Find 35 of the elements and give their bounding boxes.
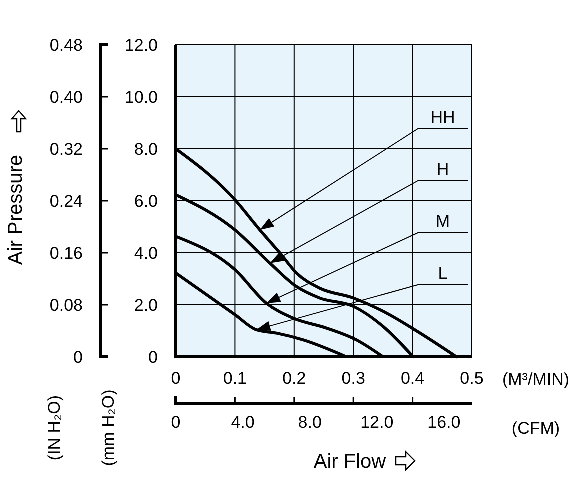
x2-tick-label: 12.0 [360,413,394,432]
y-axis-title: (mm H₂O) [99,390,118,466]
x-tick-label: 0.1 [223,369,248,388]
y2-tick-label: 0.16 [50,244,83,263]
x-tick-label: 0.4 [400,369,425,388]
y-tick-label: 6.0 [134,192,158,211]
y2-tick-label: 0.40 [50,88,83,107]
x-axis-title: (M³/MIN) [502,370,570,389]
x2-tick-label: 4.0 [231,413,255,432]
y2-tick-label: 0.24 [50,192,83,211]
text: L [438,264,448,283]
y2-tick-label: 0.32 [50,140,83,159]
x2-axis-title: (CFM) [512,419,560,438]
y2-axis-title: (IN H₂O) [45,395,64,461]
x-tick-label: 0.3 [342,369,366,388]
y-tick-label: 12.0 [124,36,158,55]
y-tick-label: 2.0 [134,296,158,315]
text: HH [430,108,456,127]
x-tick-label: 0.5 [460,369,484,388]
y-tick-label: 10.0 [124,88,158,107]
text: H [436,160,450,179]
x2-tick-label: 8.0 [298,413,322,432]
text: Air Pressure [5,154,27,266]
x-tick-label: 0.2 [282,369,306,388]
y-tick-label: 0 [148,348,158,367]
text: Air Flow [314,451,387,473]
x2-tick-label: 0 [171,413,181,432]
x2-tick-label: 16.0 [428,413,461,432]
y2-tick-label: 0.08 [50,296,83,315]
text: M [436,212,450,231]
y2-tick-label: 0 [74,348,83,367]
y-tick-label: 8.0 [134,140,158,159]
y-tick-label: 4.0 [134,244,158,263]
y2-tick-label: 0.48 [50,36,83,55]
x-tick-label: 0 [171,369,181,388]
